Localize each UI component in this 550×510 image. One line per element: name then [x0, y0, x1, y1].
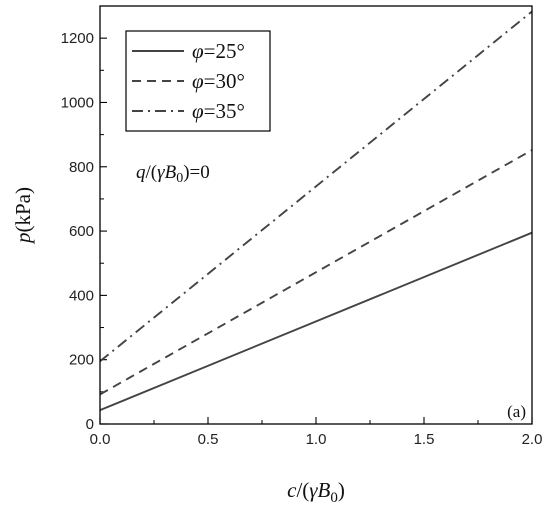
x-axis-title: c/(γB0): [287, 478, 345, 506]
y-tick-label: 1000: [61, 94, 94, 111]
series-layer: [99, 10, 533, 412]
x-tick-label: 1.0: [306, 431, 327, 448]
x-title-sub: 0: [330, 490, 338, 506]
ticks-layer: 0.0 0.5 1.0 1.5 2.0 0 200 400 600 800 1000 1200: [61, 5, 543, 448]
annotation: q/(γB0)=0: [136, 162, 210, 186]
legend-label-0: φ=25°: [192, 39, 245, 63]
legend-symbol: φ: [192, 69, 204, 93]
y-tick-label: 800: [69, 159, 94, 176]
y-tick-label: 600: [69, 223, 94, 240]
series-line-2: [99, 10, 533, 363]
x-title-c: c: [287, 478, 297, 502]
y-tick-label: 1200: [61, 30, 94, 47]
series-line-0: [99, 231, 533, 412]
x-title-open: /(: [296, 478, 309, 502]
y-tick-label: 400: [69, 287, 94, 304]
x-title-close: ): [338, 478, 345, 502]
plot-frame: [99, 5, 533, 425]
y-title-p: p: [11, 233, 35, 246]
annotation-gammab: γB: [157, 162, 176, 183]
annotation-open: /(: [146, 162, 158, 183]
y-tick-label: 200: [69, 352, 94, 369]
panel-label: (a): [507, 402, 526, 421]
legend-label-1: φ=30°: [192, 69, 245, 93]
x-title-gammab: γB: [309, 478, 330, 502]
annotation-sub: 0: [176, 171, 183, 186]
legend-value: =25°: [204, 39, 245, 63]
legend-symbol: φ: [192, 99, 204, 123]
x-tick-label: 1.5: [414, 431, 435, 448]
legend-value: =30°: [204, 69, 245, 93]
y-tick-label: 0: [86, 416, 94, 433]
legend-items: φ=25°φ=30°φ=35°: [132, 39, 245, 123]
legend-symbol: φ: [192, 39, 204, 63]
x-tick-label: 0.0: [90, 431, 111, 448]
y-title-unit: (kPa): [11, 187, 35, 233]
x-tick-label: 0.5: [198, 431, 219, 448]
annotation-close: )=0: [183, 162, 210, 183]
series-line-1: [99, 149, 533, 396]
legend-value: =35°: [204, 99, 245, 123]
annotation-q: q: [136, 162, 146, 183]
legend-label-2: φ=35°: [192, 99, 245, 123]
legend: φ=25°φ=30°φ=35°: [125, 30, 271, 132]
y-axis-title: p(kPa): [11, 187, 35, 245]
x-tick-label: 2.0: [522, 431, 543, 448]
